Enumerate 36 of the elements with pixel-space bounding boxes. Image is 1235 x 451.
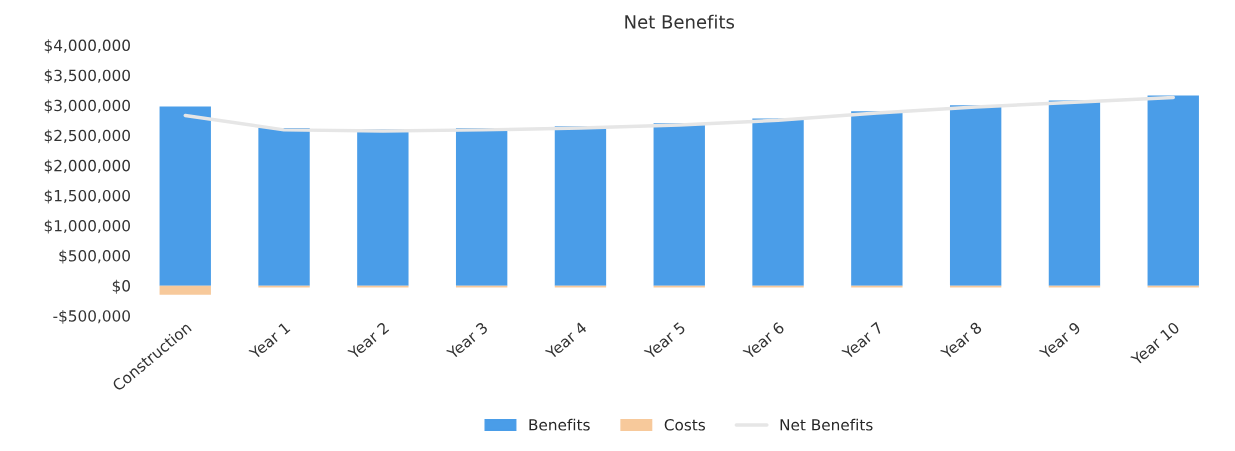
y-tick-label: $3,000,000 [44, 99, 130, 114]
y-tick-label: -$500,000 [53, 309, 130, 324]
bar [949, 105, 1002, 286]
y-tick-label: $1,000,000 [44, 219, 130, 234]
y-tick-label: $4,000,000 [44, 39, 130, 54]
x-tick-label: Year 5 [643, 321, 686, 360]
bar [455, 128, 508, 286]
bar [554, 126, 607, 286]
y-tick-label: $2,500,000 [44, 129, 130, 144]
bar [159, 285, 211, 295]
x-tick-label: Year 7 [841, 321, 884, 360]
y-tick-label: $1,500,000 [44, 189, 130, 204]
y-tick-label: $0 [112, 279, 130, 294]
bar [752, 118, 804, 286]
y-tick-label: $3,500,000 [44, 69, 130, 84]
x-tick-label: Year 6 [742, 321, 785, 360]
bar [653, 123, 705, 286]
bar [851, 111, 903, 286]
bar [258, 128, 310, 286]
x-tick-label: Year 4 [544, 321, 588, 360]
line-series [183, 95, 1175, 133]
bar [159, 106, 211, 286]
x-tick-label: Year 8 [939, 321, 983, 360]
bar [1147, 95, 1199, 286]
y-tick-label: $500,000 [59, 249, 130, 264]
y-tick-label: $2,000,000 [44, 159, 130, 174]
legend-label: Benefits [529, 418, 590, 431]
x-tick-label: Year 10 [1130, 321, 1181, 367]
bar [1048, 100, 1101, 286]
legend-label: Net Benefits [780, 418, 873, 431]
x-tick-label: Year 2 [347, 321, 390, 360]
x-tick-label: Year 3 [445, 321, 489, 360]
x-tick-label: Year 9 [1038, 321, 1082, 360]
legend-label: Costs [664, 419, 706, 431]
x-tick-label: Year 1 [248, 321, 291, 360]
chart-title: Net Benefits [625, 14, 735, 29]
